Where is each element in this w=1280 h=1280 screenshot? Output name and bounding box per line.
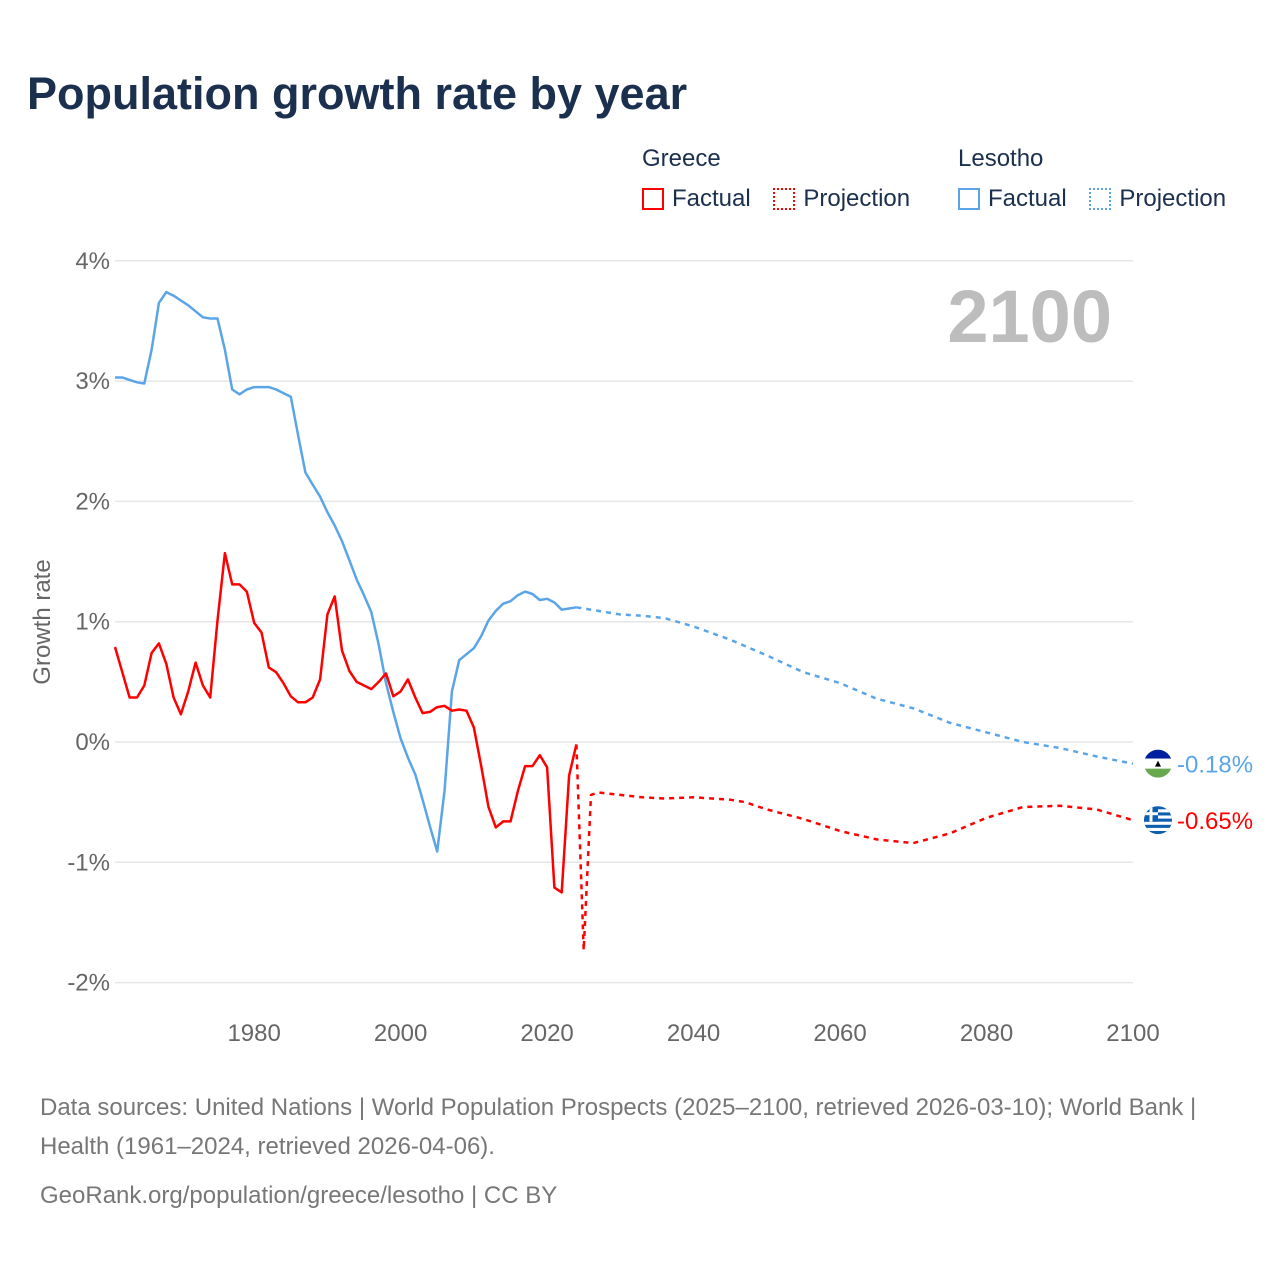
legend-greece-factual[interactable]: Factual [642, 185, 751, 213]
footer: Data sources: United Nations | World Pop… [40, 1088, 1240, 1215]
y-tick-label: 3% [75, 368, 110, 395]
x-tick-label: 2020 [520, 1020, 573, 1047]
year-annotation: 2100 [947, 275, 1112, 358]
legend-label: Factual [672, 185, 751, 212]
legend-label: Projection [1119, 185, 1227, 212]
legend-greece-projection[interactable]: Projection [773, 185, 910, 213]
end-markers: -0.18% -0.65% [1144, 749, 1253, 835]
y-tick-label: 2% [75, 488, 110, 515]
data-sources: Data sources: United Nations | World Pop… [40, 1094, 1197, 1160]
y-tick-label: 1% [75, 609, 110, 636]
legend-lesotho-factual[interactable]: Factual [958, 185, 1067, 213]
x-tick-label: 2060 [813, 1020, 866, 1047]
x-tick-label: 1980 [227, 1020, 280, 1047]
legend-group-name: Lesotho [958, 145, 1044, 172]
x-tick-label: 2000 [374, 1020, 427, 1047]
legend-lesotho: Lesotho Factual Projection [958, 145, 1242, 217]
legend-group-name: Greece [642, 145, 721, 172]
series-greece-projection [575, 744, 1134, 952]
x-tick-label: 2040 [667, 1020, 720, 1047]
dotted-swatch-icon [1089, 188, 1112, 210]
series-lesotho-projection [576, 606, 1134, 765]
x-tick-label: 2080 [960, 1020, 1013, 1047]
y-tick-label: -1% [67, 849, 110, 876]
dotted-swatch-icon [773, 188, 796, 210]
legend-greece: Greece Factual Projection [642, 145, 926, 217]
chart-title: Population growth rate by year [27, 68, 688, 119]
x-tick-label: 2100 [1106, 1020, 1159, 1047]
solid-swatch-icon [958, 188, 980, 210]
series-greece-factual [113, 551, 578, 894]
solid-swatch-icon [642, 188, 664, 210]
end-label-greece: -0.65% [1177, 808, 1253, 835]
end-label-lesotho: -0.18% [1177, 752, 1253, 779]
y-tick-label: -2% [67, 970, 110, 997]
y-tick-label: 0% [75, 729, 110, 756]
gridlines [115, 260, 1133, 984]
legend-label: Projection [803, 185, 911, 212]
tick-labels: 4% 3% 2% 1% 0% -1% -2% 1980 2000 2020 2040 2060 2080… [67, 248, 1159, 1047]
y-axis-label: Growth rate [29, 559, 56, 684]
legend-lesotho-projection[interactable]: Projection [1089, 185, 1226, 213]
lesotho-flag-icon [1144, 749, 1172, 778]
credit-link[interactable]: GeoRank.org/population/greece/lesotho | … [40, 1182, 558, 1209]
series-lines [113, 290, 1134, 952]
greece-flag-icon [1144, 806, 1172, 835]
series-lesotho-factual [115, 290, 577, 853]
y-tick-label: 4% [75, 248, 110, 275]
legend-label: Factual [988, 185, 1067, 212]
